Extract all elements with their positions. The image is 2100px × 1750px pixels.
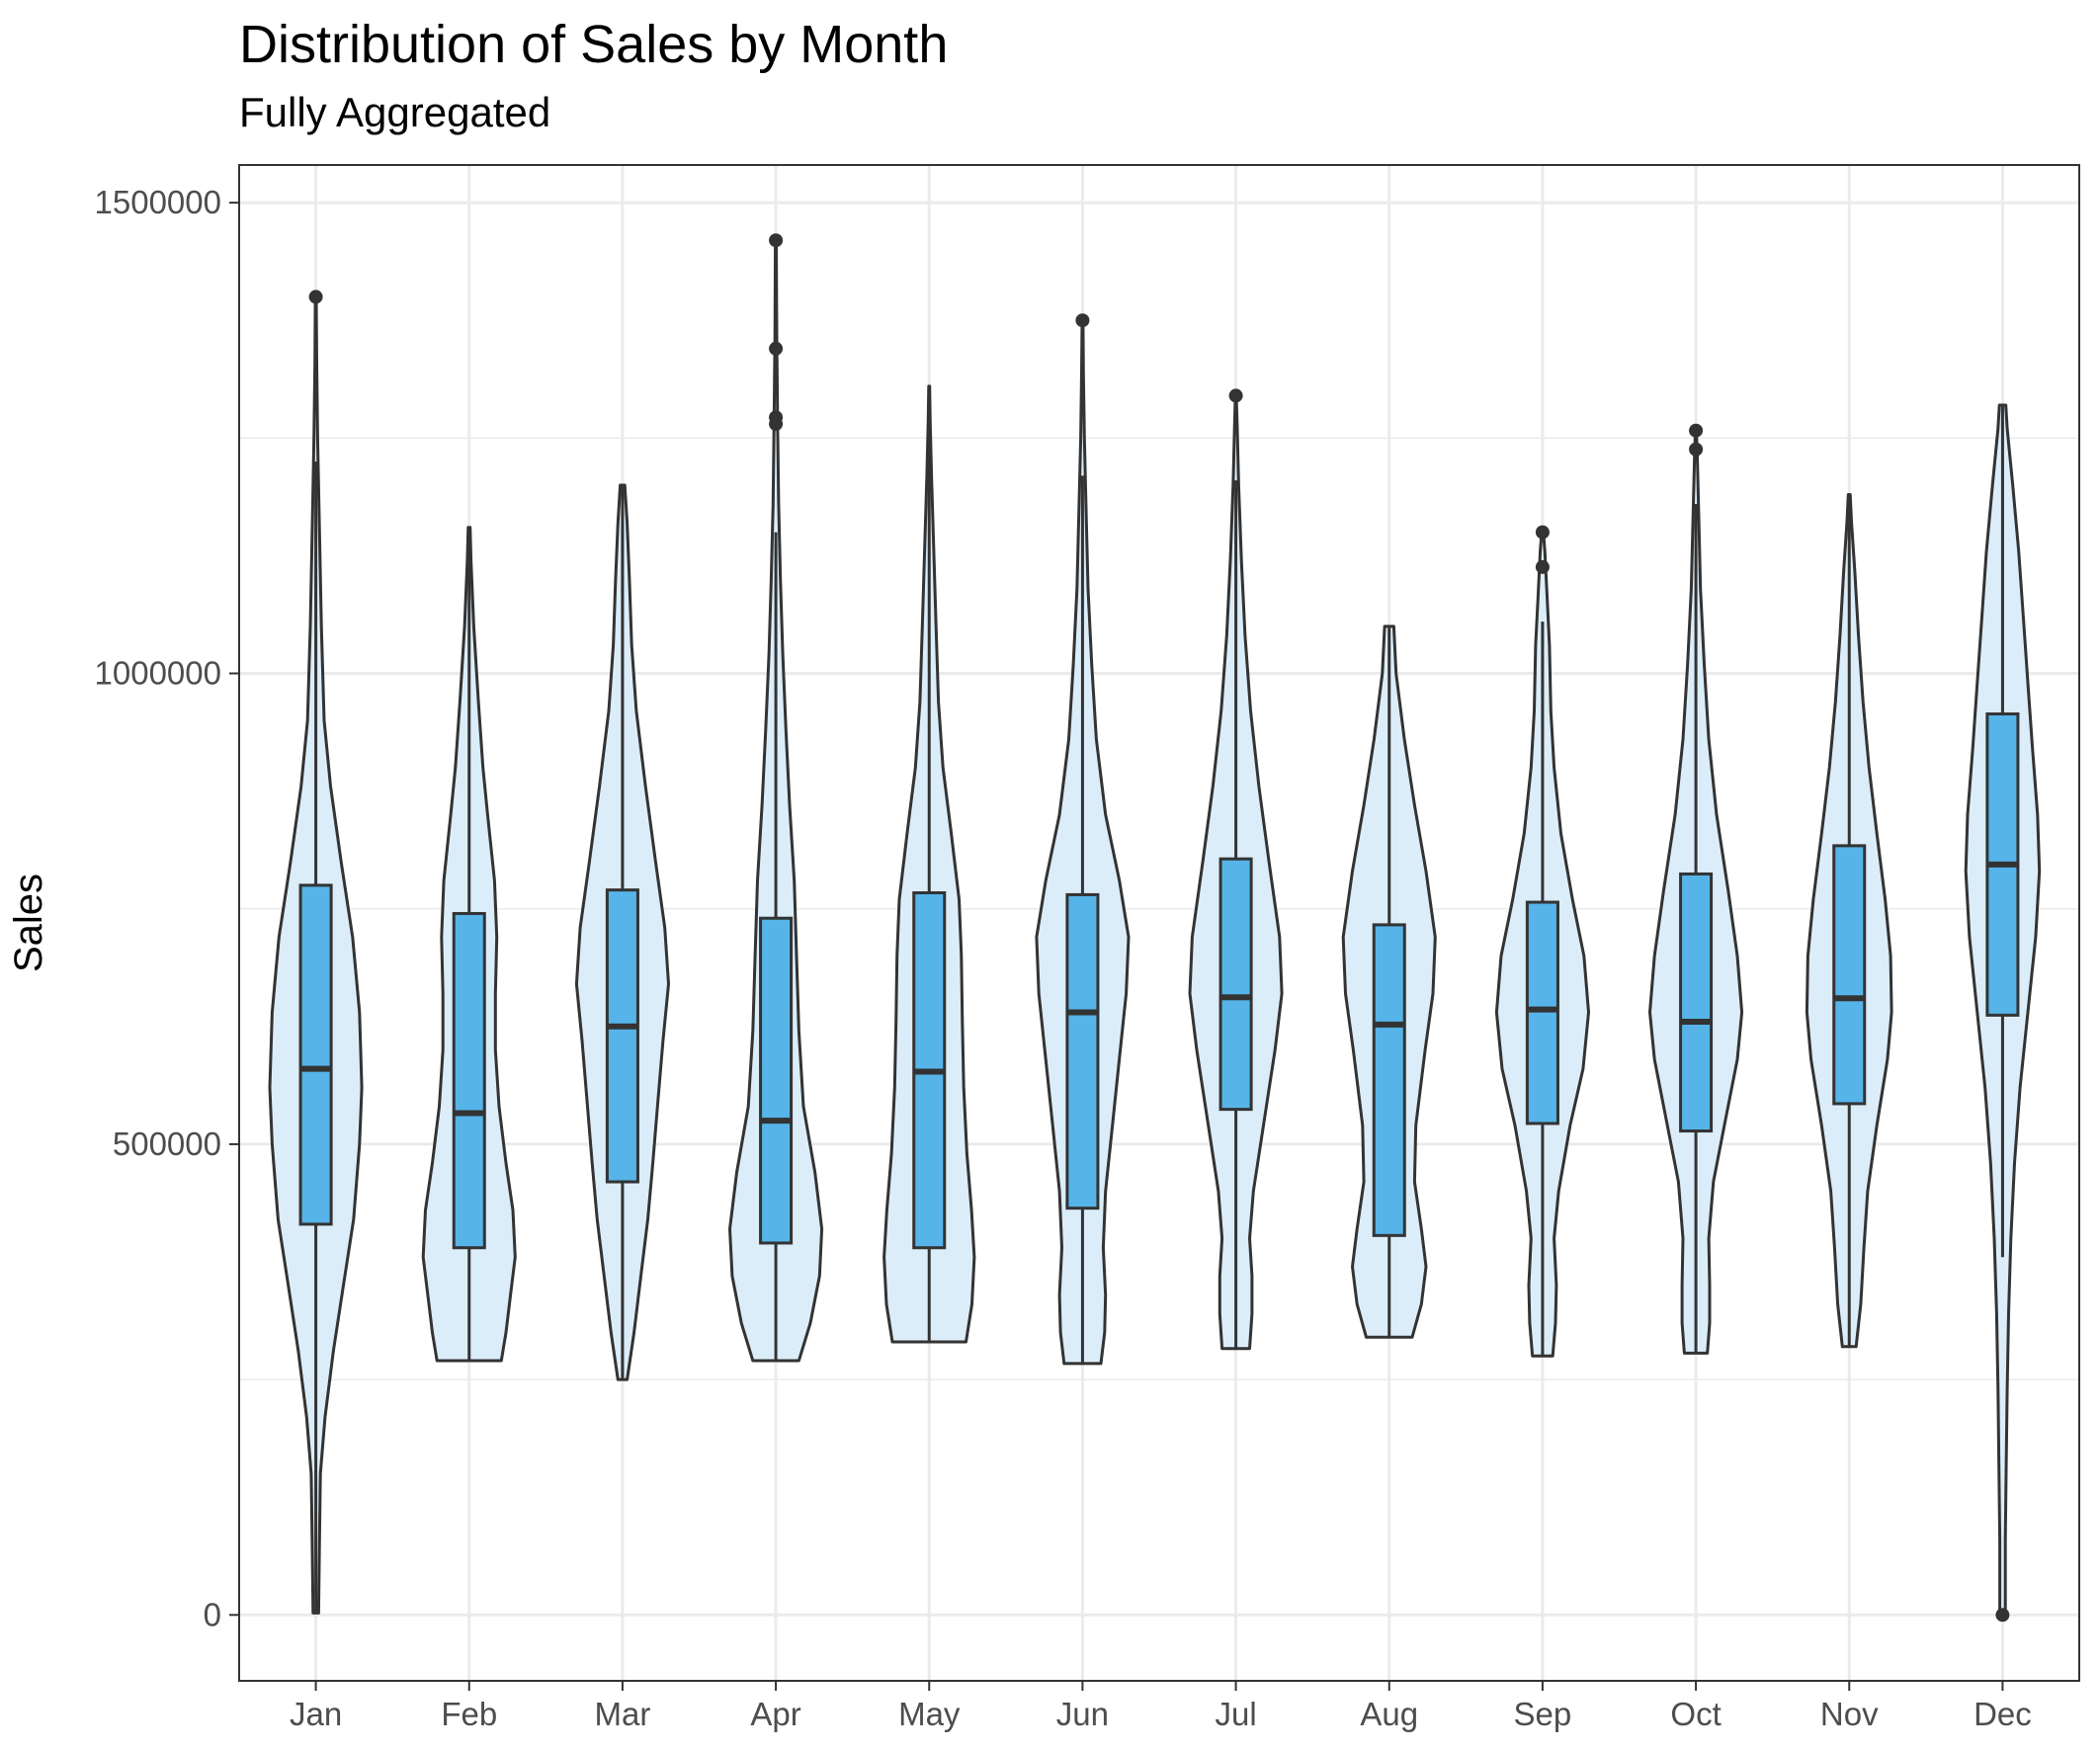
violins <box>268 233 2042 1623</box>
outlier-point <box>769 341 784 356</box>
violin-feb <box>421 526 517 1363</box>
x-tick-label: Oct <box>1670 1696 1721 1732</box>
x-tick-label: Mar <box>594 1696 650 1732</box>
y-tick-label: 500000 <box>113 1125 221 1162</box>
box-iqr <box>605 888 639 1184</box>
outlier-point <box>769 233 784 248</box>
box-iqr <box>1065 892 1100 1210</box>
x-tick-label: Feb <box>441 1696 497 1732</box>
violin-jan <box>268 290 364 1615</box>
outlier-point <box>1075 313 1090 328</box>
x-tick-label: Sep <box>1514 1696 1572 1732</box>
box-iqr <box>452 911 486 1250</box>
y-tick-label: 0 <box>204 1596 221 1632</box>
x-tick-label: Dec <box>1974 1696 2032 1732</box>
outlier-point <box>1689 423 1704 438</box>
violin-jul <box>1188 388 1284 1351</box>
outlier-point <box>308 290 323 304</box>
box-iqr <box>1372 923 1406 1237</box>
box-iqr <box>298 883 333 1226</box>
violin-apr <box>728 233 824 1363</box>
violin-nov <box>1805 493 1893 1349</box>
box-iqr <box>1218 857 1253 1112</box>
violin-jun <box>1035 313 1131 1366</box>
violin-aug <box>1341 625 1437 1339</box>
box-iqr <box>759 916 794 1245</box>
outlier-point <box>1535 559 1550 574</box>
outlier-point <box>1995 1608 2010 1623</box>
x-tick-label: Jun <box>1056 1696 1109 1732</box>
box-iqr <box>1525 900 1559 1125</box>
box-iqr <box>1832 844 1867 1106</box>
x-tick-label: Jul <box>1215 1696 1256 1732</box>
chart-title: Distribution of Sales by Month <box>239 15 949 74</box>
outlier-point <box>769 417 784 432</box>
y-tick-label: 1000000 <box>95 655 221 692</box>
violin-may <box>882 384 976 1344</box>
y-tick-label: 1500000 <box>95 184 221 220</box>
x-tick-label: Aug <box>1360 1696 1418 1732</box>
outlier-point <box>1228 388 1243 403</box>
panel-border <box>238 164 2080 1682</box>
grid <box>239 165 2079 1681</box>
x-tick-label: Jan <box>290 1696 342 1732</box>
x-tick-label: May <box>898 1696 961 1732</box>
violin-sep <box>1494 525 1590 1358</box>
chart-subtitle: Fully Aggregated <box>239 89 551 135</box>
violin-dec <box>1964 403 2042 1623</box>
x-tick-label: Nov <box>1820 1696 1879 1732</box>
outlier-point <box>1535 525 1550 540</box>
outlier-point <box>1689 442 1704 457</box>
box-iqr <box>1679 872 1714 1133</box>
violin-oct <box>1648 423 1744 1355</box>
y-axis-title: Sales <box>7 874 50 972</box>
x-tick-label: Apr <box>750 1696 800 1732</box>
violin-mar <box>574 483 670 1381</box>
axes: 0 500000 1000000 1500000 Jan Feb Mar Apr May Jun J… <box>95 184 2032 1732</box>
